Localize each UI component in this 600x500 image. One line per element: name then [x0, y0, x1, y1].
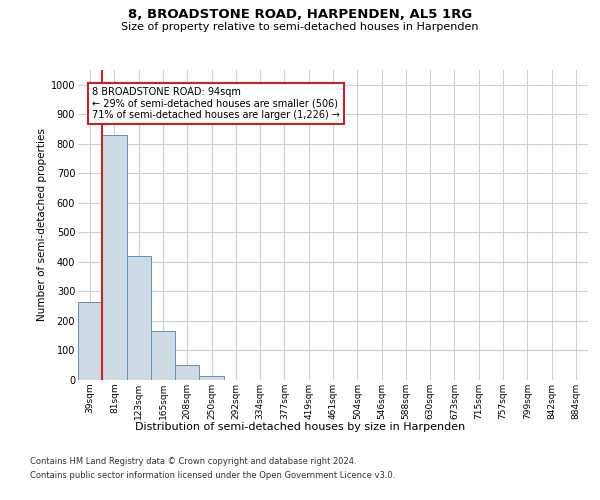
- Text: 8 BROADSTONE ROAD: 94sqm
← 29% of semi-detached houses are smaller (506)
71% of : 8 BROADSTONE ROAD: 94sqm ← 29% of semi-d…: [92, 87, 340, 120]
- Bar: [102, 135, 127, 380]
- Bar: [127, 256, 151, 380]
- Y-axis label: Number of semi-detached properties: Number of semi-detached properties: [37, 128, 47, 322]
- Bar: [199, 376, 224, 380]
- Bar: [175, 365, 199, 380]
- Text: Contains public sector information licensed under the Open Government Licence v3: Contains public sector information licen…: [30, 471, 395, 480]
- Bar: [151, 332, 175, 380]
- Bar: [78, 302, 102, 380]
- Text: 8, BROADSTONE ROAD, HARPENDEN, AL5 1RG: 8, BROADSTONE ROAD, HARPENDEN, AL5 1RG: [128, 8, 472, 20]
- Text: Contains HM Land Registry data © Crown copyright and database right 2024.: Contains HM Land Registry data © Crown c…: [30, 457, 356, 466]
- Text: Size of property relative to semi-detached houses in Harpenden: Size of property relative to semi-detach…: [121, 22, 479, 32]
- Text: Distribution of semi-detached houses by size in Harpenden: Distribution of semi-detached houses by …: [135, 422, 465, 432]
